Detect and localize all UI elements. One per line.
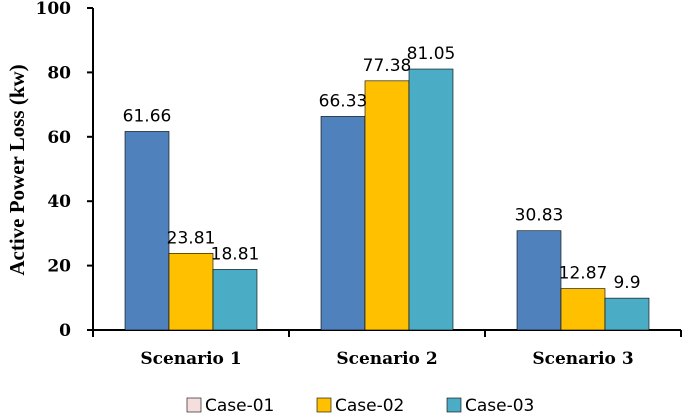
x-category-label: Scenario 2 — [336, 349, 437, 369]
data-label: 81.05 — [407, 44, 456, 64]
legend-swatch — [316, 397, 332, 413]
bar-case-03-scenario-2 — [408, 68, 454, 331]
data-label: 23.81 — [167, 228, 216, 248]
data-label: 66.33 — [319, 91, 368, 111]
axes: 0 20 40 60 80 100 Scenario 1 Scenario 2 Scenario… — [36, 0, 682, 369]
legend-label: Case-03 — [465, 396, 534, 416]
y-tick-label: 20 — [47, 257, 71, 277]
legend-label: Case-02 — [335, 396, 404, 416]
y-tick-label: 80 — [47, 63, 71, 83]
bars — [124, 68, 650, 331]
legend: Case-01 Case-02 Case-03 — [186, 396, 534, 416]
y-tick-label: 60 — [47, 128, 71, 148]
y-axis-title-group: Active Power Loss (kw) — [5, 64, 29, 275]
data-label: 77.38 — [363, 56, 412, 76]
data-label: 12.87 — [559, 264, 608, 284]
bar-case-03-scenario-3 — [604, 297, 650, 331]
bar-case-01-scenario-1 — [124, 131, 170, 331]
data-label: 9.9 — [613, 273, 640, 293]
x-category-label: Scenario 3 — [532, 349, 633, 369]
bar-case-02-scenario-2 — [364, 80, 410, 331]
bar-case-02-scenario-3 — [560, 288, 606, 331]
legend-label: Case-01 — [205, 396, 274, 416]
bar-case-02-scenario-1 — [168, 253, 214, 331]
data-label: 61.66 — [123, 106, 172, 126]
data-label: 18.81 — [211, 244, 260, 264]
bar-case-01-scenario-3 — [516, 230, 562, 331]
y-tick-label: 100 — [36, 0, 72, 19]
legend-swatch — [186, 397, 202, 413]
legend-swatch — [446, 397, 462, 413]
y-axis-title: Active Power Loss (kw) — [5, 64, 29, 275]
bar-case-01-scenario-2 — [320, 116, 366, 331]
y-tick-label: 0 — [59, 321, 71, 341]
y-tick-label: 40 — [47, 192, 71, 212]
x-category-label: Scenario 1 — [140, 349, 241, 369]
data-label: 30.83 — [515, 206, 564, 226]
bar-case-03-scenario-1 — [212, 269, 258, 331]
